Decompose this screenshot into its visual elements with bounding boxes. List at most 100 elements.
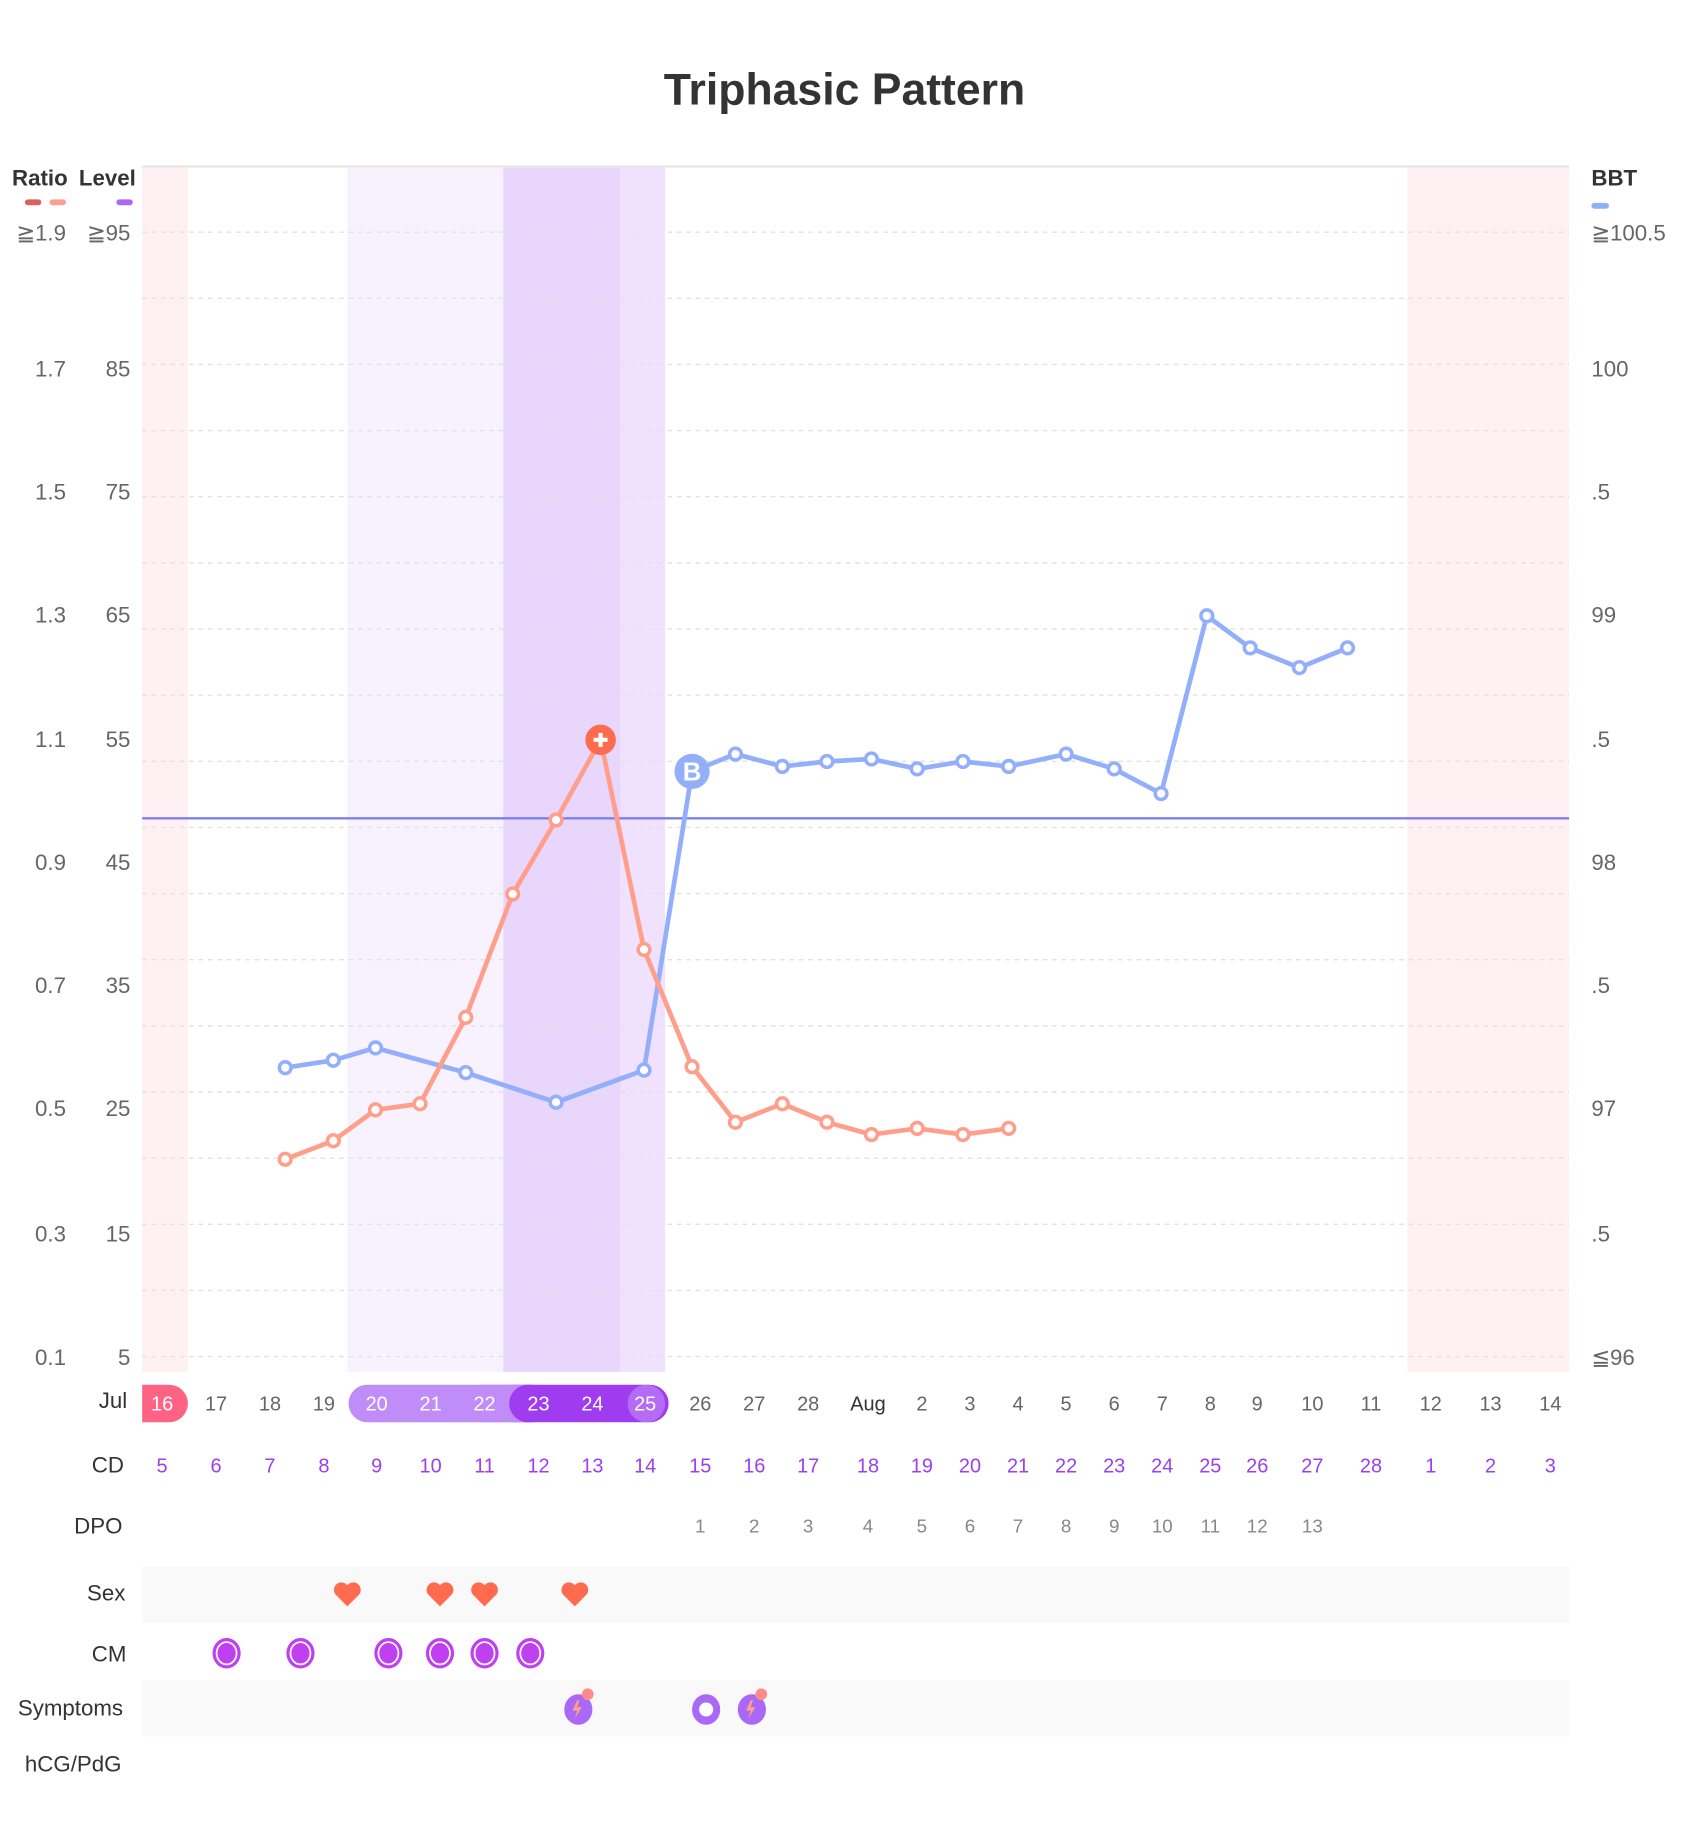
period-band (142, 167, 188, 1372)
date-label: 4 (1012, 1394, 1023, 1416)
dpo-label: 12 (1247, 1515, 1268, 1536)
sex-row-label: Sex (87, 1580, 125, 1605)
bbt-point (955, 753, 971, 770)
level-tick-label: 35 (106, 973, 131, 998)
date-label: 24 (581, 1394, 603, 1416)
dpo-label: 2 (749, 1515, 759, 1536)
dpo-label: 9 (1109, 1515, 1119, 1536)
cycle-day-label: 21 (1007, 1456, 1029, 1478)
ratio-tick-label: 0.1 (35, 1345, 66, 1370)
bbt-point (909, 761, 925, 777)
bbt-tick-label: 100 (1591, 356, 1628, 381)
cycle-day-label: 10 (420, 1456, 442, 1478)
ratio-point (325, 1133, 341, 1149)
date-label: 5 (1061, 1394, 1072, 1416)
bbt-point (458, 1064, 474, 1081)
level-tick-label: ≧95 (87, 220, 130, 245)
cycle-day-label: 26 (1246, 1456, 1268, 1478)
bbt-tick-label: 99 (1591, 603, 1616, 628)
ratio-point (277, 1151, 293, 1167)
bbt-point (367, 1040, 384, 1056)
date-label: 25 (634, 1394, 656, 1416)
bbt-point (863, 751, 880, 767)
cervical-mucus-ring (473, 1641, 496, 1666)
date-label: 11 (1361, 1394, 1382, 1416)
date-label: 13 (1479, 1394, 1501, 1416)
ratio-tick-label: 0.9 (35, 850, 66, 875)
bbt-tick-label: .5 (1591, 1222, 1610, 1247)
level-legend-swatch (116, 199, 133, 206)
ratio-legend-swatch (49, 199, 66, 206)
date-label: 22 (473, 1394, 495, 1416)
dpo-label: 11 (1201, 1515, 1220, 1536)
bbt-point (1291, 660, 1308, 676)
heart-icon (561, 1582, 589, 1607)
date-label: 17 (205, 1394, 227, 1416)
ratio-tick-label: 0.7 (35, 973, 66, 998)
heart-icon (426, 1582, 454, 1607)
ratio-point (863, 1126, 880, 1143)
bbt-point (1153, 785, 1169, 802)
cervical-mucus-ring (377, 1641, 400, 1666)
ratio-point (1001, 1120, 1017, 1137)
cycle-day-label: 13 (581, 1456, 603, 1478)
cycle-day-label: 23 (1103, 1456, 1125, 1478)
date-label: 28 (797, 1394, 819, 1416)
date-label: 3 (964, 1394, 975, 1416)
date-label: 10 (1301, 1394, 1323, 1416)
level-tick-label: 5 (118, 1345, 130, 1370)
bbt-point (277, 1060, 293, 1076)
level-tick-label: 25 (106, 1096, 131, 1121)
level-tick-label: 55 (106, 727, 131, 752)
ratio-point (636, 941, 652, 958)
ratio-tick-label: ≧1.9 (16, 220, 66, 245)
cycle-day-label: 9 (371, 1456, 382, 1478)
bbt-point (1242, 640, 1258, 656)
symptoms-row-label: Symptoms (18, 1695, 123, 1720)
dpo-label: 6 (965, 1515, 975, 1536)
dpo-label: 3 (803, 1515, 813, 1536)
date-label: 14 (1539, 1394, 1561, 1416)
cycle-day-label: 8 (318, 1456, 329, 1478)
b-marker-glyph: B (683, 759, 702, 787)
dpo-label: 7 (1013, 1515, 1023, 1536)
level-tick-label: 65 (106, 603, 131, 628)
dpo-label: 1 (695, 1515, 705, 1536)
bbt-point (325, 1052, 341, 1068)
cycle-day-label: 2 (1485, 1456, 1496, 1478)
ratio-point (774, 1096, 790, 1112)
date-label: 12 (1420, 1394, 1442, 1416)
cervical-mucus-ring (289, 1641, 312, 1666)
ratio-tick-label: 1.1 (35, 727, 66, 752)
cycle-day-label: 28 (1360, 1456, 1382, 1478)
high-fertile-date-pill (509, 1384, 528, 1423)
heart-icon (471, 1582, 498, 1607)
cycle-day-label: 27 (1301, 1456, 1323, 1478)
bbt-point (548, 1094, 564, 1110)
ratio-point (727, 1114, 744, 1130)
ratio-point (684, 1059, 700, 1075)
bbt-tick-label: 97 (1591, 1096, 1616, 1121)
ratio-point (548, 812, 564, 828)
high-fertile-band (503, 167, 621, 1372)
cycle-day-label: 24 (1151, 1456, 1173, 1478)
date-label: 8 (1205, 1394, 1216, 1416)
cycle-day-label: 3 (1545, 1456, 1556, 1478)
cycle-day-label: 17 (797, 1456, 819, 1478)
dpo-label: 13 (1302, 1515, 1323, 1536)
ratio-axis-title: Ratio (12, 165, 68, 190)
ratio-point (819, 1114, 835, 1130)
ratio-tick-label: 1.5 (35, 479, 66, 504)
cervical-mucus-ring (429, 1641, 451, 1666)
cycle-day-label: 6 (210, 1456, 221, 1478)
date-label: 16 (151, 1394, 173, 1416)
ratio-point (955, 1126, 971, 1143)
bbt-point (1199, 608, 1215, 624)
lightning-icon (572, 1700, 582, 1719)
bbt-point (819, 753, 835, 770)
plus-icon (593, 732, 608, 747)
month-label-jul: Jul (99, 1388, 127, 1413)
ratio-legend-swatch (24, 199, 42, 206)
ratio-tick-label: 0.5 (35, 1096, 66, 1121)
